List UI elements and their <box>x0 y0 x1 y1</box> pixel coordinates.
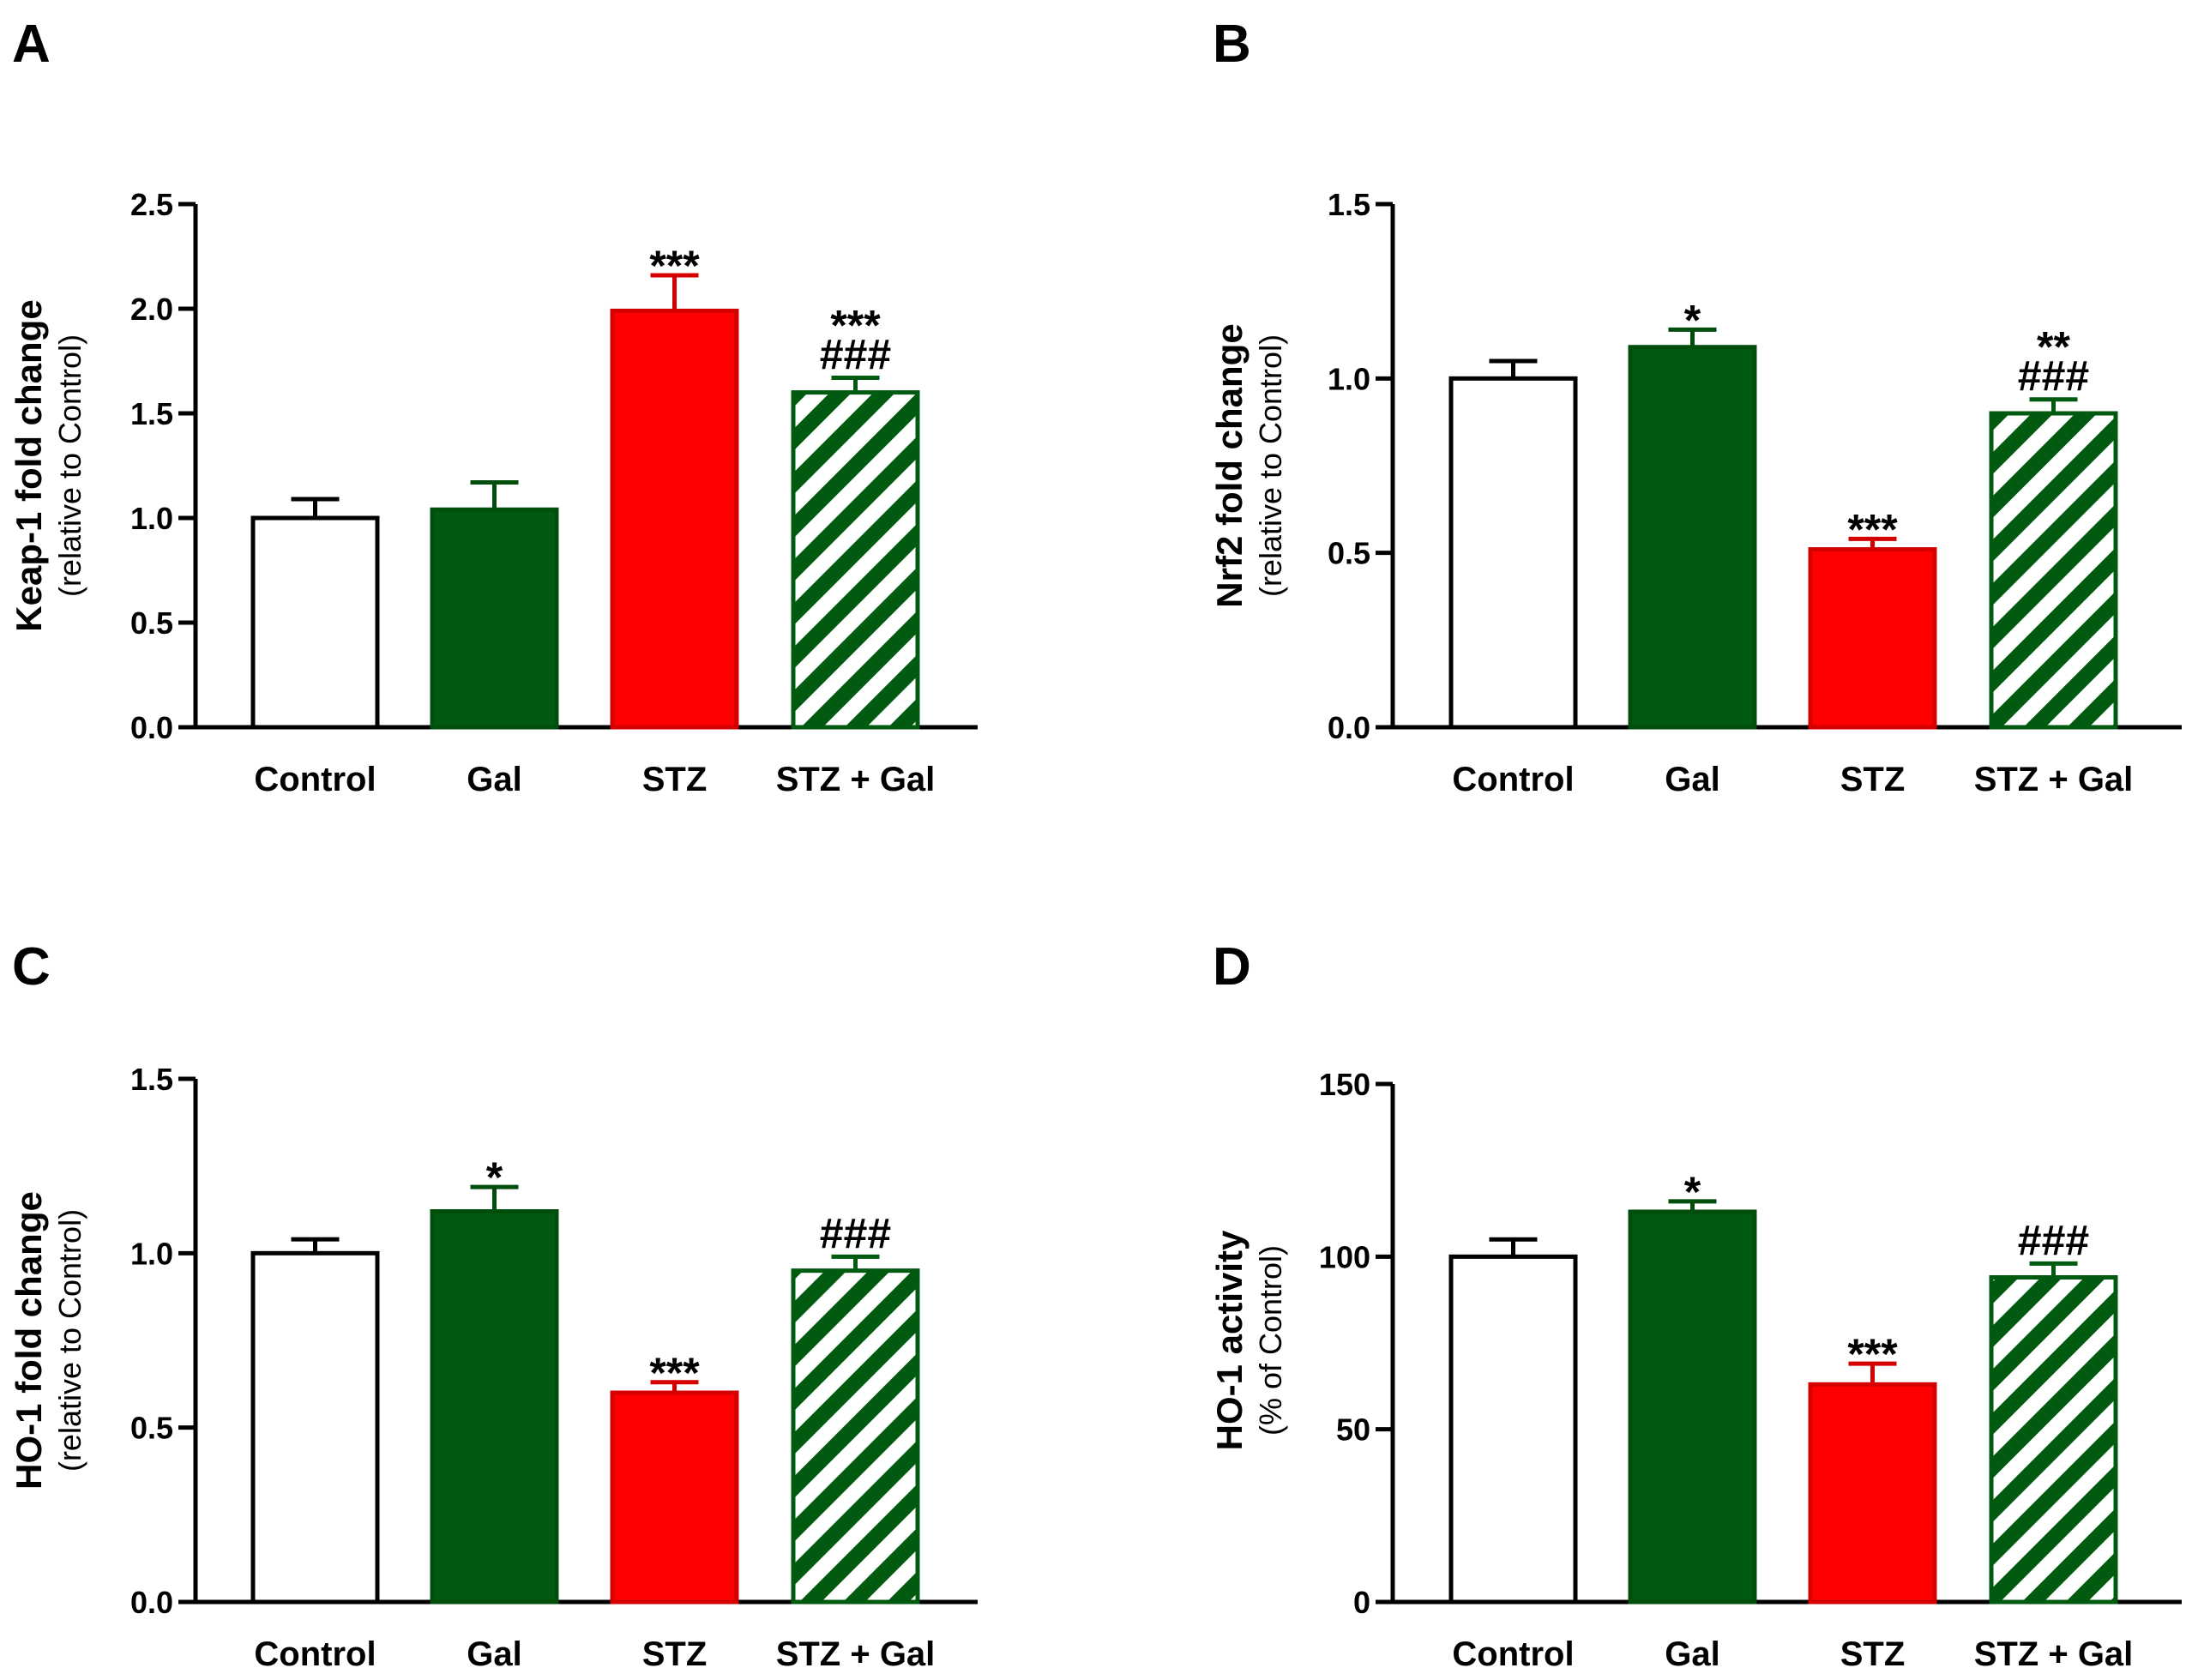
x-category-label: STZ + Gal <box>776 1635 936 1673</box>
bar-stz-gal <box>791 390 920 730</box>
y-axis-label: HO-1 activity (% of Control) <box>1209 1230 1288 1450</box>
bar-gal <box>1628 1209 1757 1605</box>
panel-c: C 0.0 0.5 1.0 1.5 HO-1 fold change (relative t… <box>9 937 978 1673</box>
x-category-label: STZ <box>642 1635 708 1673</box>
significance-label: ** <box>2037 323 2070 371</box>
significance-label: ### <box>2018 1216 2089 1264</box>
significance-label: * <box>1684 1168 1701 1216</box>
panel-letter: A <box>12 15 51 74</box>
y-tick-label: 1.0 <box>130 1236 173 1271</box>
y-axis-subtitle: (relative to Control) <box>1253 334 1288 597</box>
y-tick-label: 0.5 <box>130 1411 173 1446</box>
x-category-label: STZ <box>1840 1635 1906 1673</box>
y-tick-label: 1.0 <box>130 501 173 536</box>
y-tick-label: 1.5 <box>130 1062 173 1097</box>
y-axis-label: HO-1 fold change (relative to Control) <box>9 1191 87 1490</box>
bar-stz-gal <box>1989 411 2118 730</box>
x-category-label: STZ <box>642 761 708 798</box>
bar-control <box>1448 1254 1578 1605</box>
panel-a: A 0.0 0.5 1.0 1.5 2.0 2.5 Keap-1 fold change (re… <box>9 15 978 798</box>
y-tick-label: 100 <box>1319 1239 1370 1274</box>
x-category-label: Gal <box>1665 1635 1719 1673</box>
y-tick-label: 0.0 <box>130 710 173 745</box>
bar-stz <box>1808 547 1937 730</box>
y-tick-label: 0.5 <box>130 605 173 641</box>
bar-stz <box>610 1390 739 1605</box>
y-axis-label: Nrf2 fold change (relative to Control) <box>1209 323 1288 607</box>
y-axis-subtitle: (% of Control) <box>1253 1245 1288 1436</box>
y-tick-label: 0 <box>1353 1585 1370 1620</box>
x-category-label: Control <box>1452 761 1574 798</box>
y-tick-label: 1.5 <box>1328 187 1370 222</box>
bar-control <box>250 1250 380 1605</box>
bar-control <box>250 515 380 730</box>
y-axis-subtitle: (relative to Control) <box>52 1209 87 1472</box>
x-category-label: Gal <box>467 1635 521 1673</box>
x-category-label: STZ <box>1840 761 1906 798</box>
x-category-label: Gal <box>1665 761 1719 798</box>
y-tick-label: 2.5 <box>130 187 173 222</box>
panel-letter: B <box>1213 15 1251 74</box>
bar-control <box>1448 376 1578 730</box>
y-tick-label: 0.0 <box>130 1585 173 1620</box>
bar-stz-gal <box>791 1268 920 1605</box>
significance-label: *** <box>1847 1330 1898 1378</box>
significance-label: ### <box>820 1209 891 1257</box>
significance-label: * <box>486 1153 503 1201</box>
significance-label: * <box>1684 296 1701 344</box>
bar-gal <box>430 1209 559 1605</box>
y-axis-label: Keap-1 fold change (relative to Control) <box>9 299 87 631</box>
x-category-label: Control <box>254 761 376 798</box>
panel-b: B 0.0 0.5 1.0 1.5 Nrf2 fold change (relative t… <box>1209 15 2182 798</box>
x-category-label: Gal <box>467 761 521 798</box>
panel-d: D 0 50 100 150 HO-1 activity (% of Control) Con… <box>1209 937 2182 1673</box>
significance-label: *** <box>649 242 700 290</box>
significance-label: ### <box>2018 352 2089 400</box>
bar-stz-gal <box>1989 1274 2118 1605</box>
x-category-label: STZ + Gal <box>1974 1635 2134 1673</box>
bar-gal <box>1628 345 1757 730</box>
y-axis-title: HO-1 activity <box>1209 1230 1250 1450</box>
y-axis-title: Keap-1 fold change <box>9 299 49 631</box>
y-tick-label: 0.0 <box>1328 710 1370 745</box>
y-axis-title: Nrf2 fold change <box>1209 323 1250 607</box>
bar-gal <box>430 507 559 730</box>
panel-letter: C <box>12 937 51 997</box>
y-tick-label: 150 <box>1319 1067 1370 1102</box>
x-category-label: STZ + Gal <box>776 761 936 798</box>
significance-label: *** <box>1847 505 1898 553</box>
significance-label: *** <box>830 302 881 350</box>
x-category-label: STZ + Gal <box>1974 761 2134 798</box>
significance-label: ### <box>820 331 891 379</box>
y-axis-title: HO-1 fold change <box>9 1191 49 1490</box>
y-tick-label: 2.0 <box>130 292 173 327</box>
y-tick-label: 1.5 <box>130 396 173 431</box>
panel-letter: D <box>1213 937 1251 997</box>
y-tick-label: 50 <box>1336 1412 1370 1448</box>
x-category-label: Control <box>254 1635 376 1673</box>
y-tick-label: 1.0 <box>1328 361 1370 396</box>
bar-stz <box>610 308 739 730</box>
y-tick-label: 0.5 <box>1328 536 1370 571</box>
y-axis-subtitle: (relative to Control) <box>52 334 87 597</box>
significance-label: *** <box>649 1349 700 1397</box>
x-category-label: Control <box>1452 1635 1574 1673</box>
bar-stz <box>1808 1382 1937 1605</box>
